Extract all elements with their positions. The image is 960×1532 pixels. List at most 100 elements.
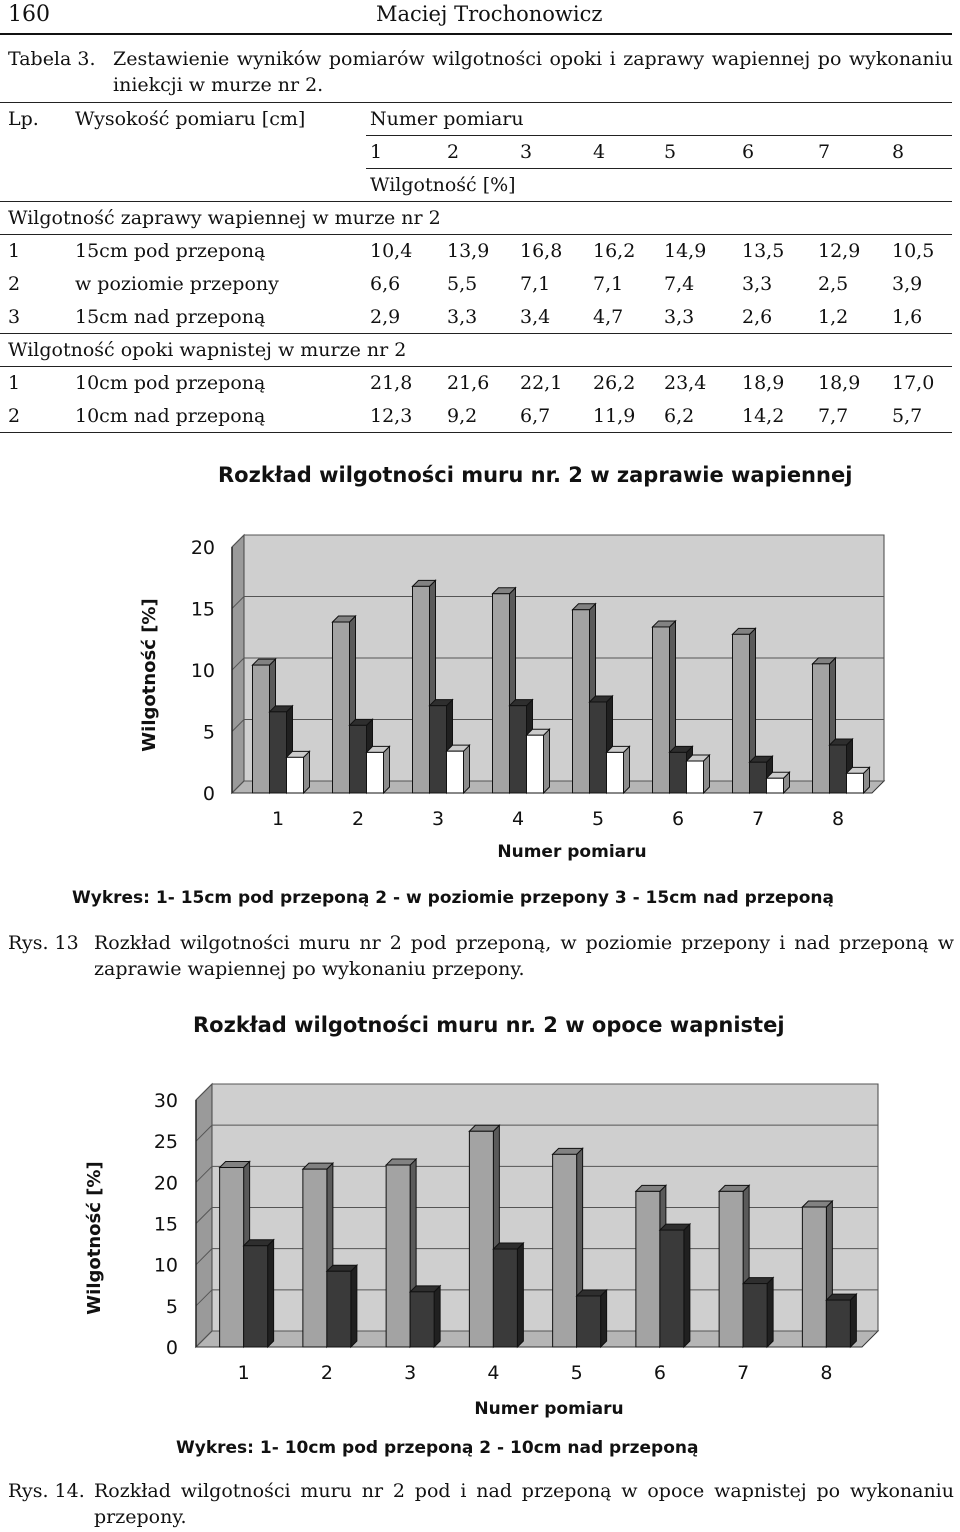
bar-front <box>526 734 544 794</box>
bar <box>408 1284 442 1349</box>
table-cell-value: 10,5 <box>892 240 935 262</box>
table-cell-value: 16,8 <box>520 240 563 262</box>
section-title: Wilgotność opoki wapnistej w murze nr 2 <box>8 339 407 361</box>
gridline <box>195 1083 878 1101</box>
bar-side <box>600 1288 608 1349</box>
bar-top <box>492 1242 525 1250</box>
table-row-height: 10cm pod przeponą <box>75 372 266 394</box>
table-cell-value: 11,9 <box>593 405 636 427</box>
table-rule <box>0 234 952 235</box>
bar-front <box>635 1190 661 1348</box>
figure-caption-text: Rozkład wilgotności muru nr 2 pod przepo… <box>94 932 954 980</box>
x-tick-label: 2 <box>352 808 364 830</box>
x-tick-label: 8 <box>820 1362 832 1384</box>
bar-side <box>543 727 550 795</box>
bar-side <box>433 1284 441 1349</box>
bar <box>685 753 711 795</box>
bar-front <box>718 1190 744 1348</box>
table-cell-value: 16,2 <box>593 240 636 262</box>
bar-front <box>409 1291 435 1348</box>
bar <box>845 766 871 795</box>
table-cell-value: 6,7 <box>520 405 551 427</box>
table-cell-value: 21,8 <box>370 372 413 394</box>
table-cell-value: 7,1 <box>520 273 551 295</box>
bar-top <box>301 1162 335 1170</box>
table-cell-value: 17,0 <box>892 372 935 394</box>
bar-front <box>446 750 464 794</box>
bar <box>525 727 551 795</box>
table-cell-value: 12,9 <box>818 240 861 262</box>
x-tick-label: 4 <box>512 808 524 830</box>
bar-top <box>801 1200 834 1208</box>
gridline <box>195 1124 878 1142</box>
table-cell-value: 18,9 <box>818 372 861 394</box>
bar <box>658 1222 692 1349</box>
figure-caption-label: Rys. 13 <box>8 932 79 954</box>
gridline <box>231 534 884 548</box>
header-height: Wysokość pomiaru [cm] <box>75 108 306 130</box>
bar-top <box>551 1147 584 1155</box>
table-caption-text: Zestawienie wyników pomiarów wilgotności… <box>113 48 953 96</box>
bar-front <box>269 711 287 794</box>
table-cell-value: 2,6 <box>742 306 773 328</box>
bar-front <box>589 701 607 794</box>
page-header: 160 Maciej Trochonowicz <box>8 0 952 30</box>
bar <box>325 1264 359 1349</box>
table-rule <box>366 168 952 169</box>
x-tick-label: 4 <box>487 1362 499 1384</box>
bar-front <box>219 1167 245 1348</box>
bar-front <box>766 777 784 794</box>
table-cell-value: 21,6 <box>447 372 490 394</box>
y-tick-label: 10 <box>191 660 215 682</box>
table-cell-value: 3,3 <box>447 306 478 328</box>
table-row-lp: 3 <box>8 306 21 328</box>
bar <box>825 1292 858 1349</box>
y-tick-label: 0 <box>166 1337 178 1359</box>
bar-top <box>717 1184 751 1192</box>
gridline <box>195 1165 878 1183</box>
bar-front <box>846 772 864 794</box>
header-measurement-6: 6 <box>742 141 755 163</box>
table-cell-value: 13,9 <box>447 240 490 262</box>
bar <box>731 627 757 795</box>
table-row-height: 15cm pod przeponą <box>75 240 266 262</box>
header-measurement-3: 3 <box>520 141 533 163</box>
bar-front <box>243 1245 269 1348</box>
y-tick-label: 20 <box>191 537 215 559</box>
x-tick-label: 6 <box>654 1362 666 1384</box>
bar-front <box>552 1153 578 1348</box>
bar-front <box>366 751 384 794</box>
y-tick-label: 25 <box>154 1131 178 1153</box>
table-cell-value: 3,3 <box>742 273 773 295</box>
bar-front <box>252 664 270 794</box>
header-measurement-8: 8 <box>892 141 905 163</box>
bar-top <box>384 1158 418 1166</box>
y-tick-label: 0 <box>203 783 215 805</box>
bar-top <box>325 1264 359 1272</box>
bar-front <box>829 744 847 794</box>
table-rule <box>0 201 952 202</box>
bar-front <box>606 751 624 794</box>
table-cell-value: 23,4 <box>664 372 707 394</box>
bar-front <box>332 621 350 794</box>
chart-floor <box>194 1330 880 1348</box>
header-measurement-5: 5 <box>664 141 677 163</box>
bar-side <box>383 745 390 795</box>
x-tick-label: 5 <box>592 808 604 830</box>
bar-front <box>286 756 304 794</box>
table-rule <box>0 102 952 103</box>
bar-front <box>349 724 367 794</box>
bar-front <box>652 626 670 794</box>
table-cell-value: 14,9 <box>664 240 707 262</box>
header-measurement-7: 7 <box>818 141 831 163</box>
table-rule <box>0 333 952 334</box>
header-measurement-1: 1 <box>370 141 383 163</box>
bar-top <box>658 1223 692 1231</box>
table-row-height: 10cm nad przeponą <box>75 405 266 427</box>
bar-side <box>766 1276 774 1349</box>
figure-caption-text: Rozkład wilgotności muru nr 2 pod i nad … <box>94 1480 954 1528</box>
table-cell-value: 5,7 <box>892 405 923 427</box>
x-tick-label: 5 <box>571 1362 583 1384</box>
bar-top <box>218 1161 251 1169</box>
header-measurement-2: 2 <box>447 141 460 163</box>
